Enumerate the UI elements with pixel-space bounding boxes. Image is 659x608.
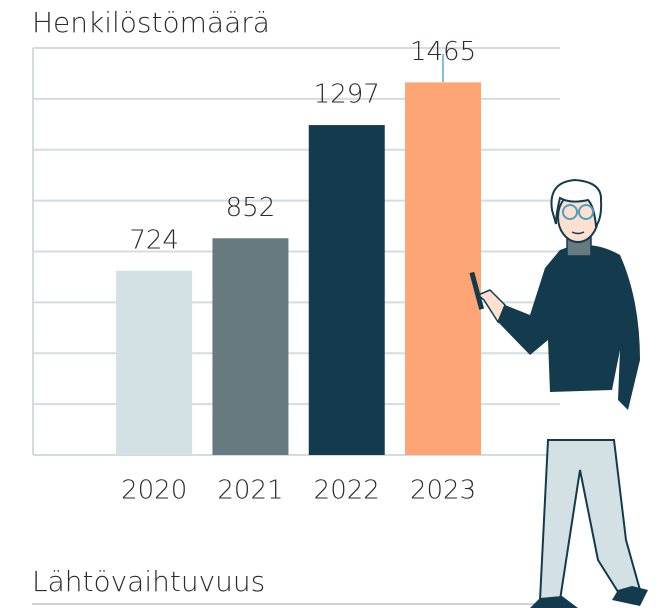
x-tick-label: 2021 xyxy=(217,476,283,506)
bar xyxy=(405,82,482,455)
chart-title: Henkilöstömäärä xyxy=(32,6,270,39)
x-tick-label: 2023 xyxy=(410,476,476,506)
data-label: 1297 xyxy=(314,80,380,110)
section-heading: Lähtövaihtuvuus xyxy=(32,565,265,598)
x-tick-label: 2022 xyxy=(314,476,380,506)
marks: 2020 724 2021 852 2022 1297 2023 1465 xyxy=(116,37,482,506)
data-label: 852 xyxy=(226,193,276,223)
bar xyxy=(308,125,385,455)
data-label: 1465 xyxy=(410,37,476,67)
bar xyxy=(212,238,289,455)
data-label: 724 xyxy=(129,225,179,255)
person-illustration xyxy=(469,178,648,608)
x-tick-label: 2020 xyxy=(121,476,187,506)
bar xyxy=(116,270,193,455)
